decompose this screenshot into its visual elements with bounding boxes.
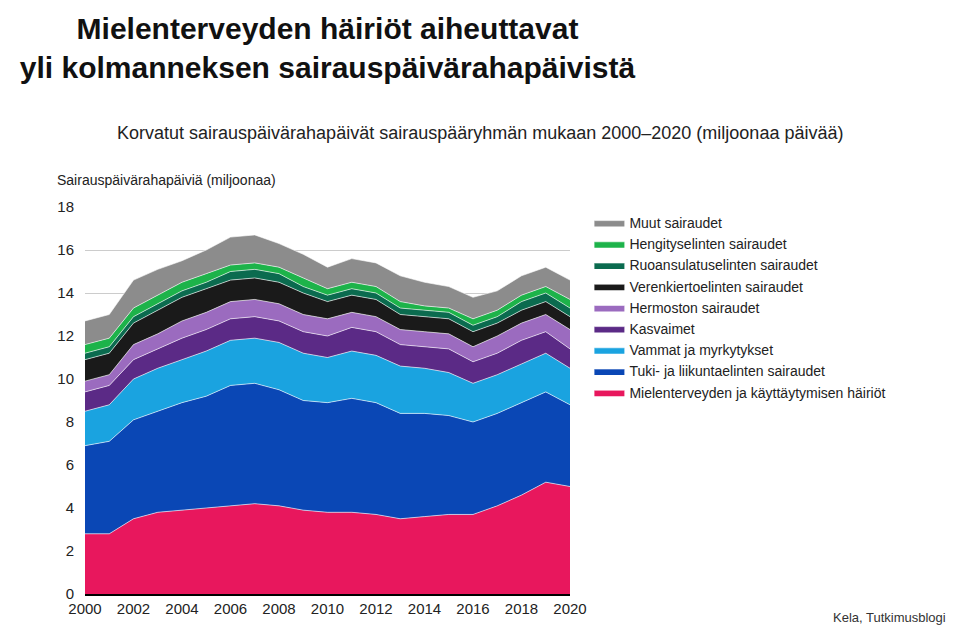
svg-text:Mielenterveyden häiriöt aiheut: Mielenterveyden häiriöt aiheuttavatyli k… (20, 12, 636, 84)
svg-text:2008: 2008 (262, 600, 295, 617)
svg-text:2010: 2010 (311, 600, 344, 617)
svg-text:Hengityselinten sairaudet: Hengityselinten sairaudet (629, 236, 786, 252)
svg-text:12: 12 (57, 327, 74, 344)
svg-text:Muut sairaudet: Muut sairaudet (629, 215, 722, 231)
svg-text:Sairauspäivärahapäiviä (miljoo: Sairauspäivärahapäiviä (miljoonaa) (57, 172, 276, 188)
svg-text:2018: 2018 (505, 600, 538, 617)
svg-text:4: 4 (66, 499, 74, 516)
svg-text:2014: 2014 (408, 600, 441, 617)
svg-text:2020: 2020 (553, 600, 586, 617)
svg-text:18: 18 (57, 198, 74, 215)
svg-text:2016: 2016 (456, 600, 489, 617)
svg-text:2006: 2006 (214, 600, 247, 617)
svg-text:10: 10 (57, 370, 74, 387)
svg-text:2000: 2000 (68, 600, 101, 617)
svg-text:Kasvaimet: Kasvaimet (629, 321, 694, 337)
svg-text:0: 0 (66, 585, 74, 602)
svg-text:2: 2 (66, 542, 74, 559)
svg-text:Tuki- ja liikuntaelinten saira: Tuki- ja liikuntaelinten sairaudet (629, 363, 825, 379)
svg-text:Kela, Tutkimusblogi: Kela, Tutkimusblogi (833, 610, 946, 625)
svg-text:16: 16 (57, 241, 74, 258)
svg-text:Mielenterveyden ja käyttäytymi: Mielenterveyden ja käyttäytymisen häiriö… (629, 385, 885, 401)
svg-text:Vammat ja myrkytykset: Vammat ja myrkytykset (629, 342, 773, 358)
svg-text:2002: 2002 (117, 600, 150, 617)
svg-text:Ruoansulatuselinten sairaudet: Ruoansulatuselinten sairaudet (629, 257, 817, 273)
svg-text:6: 6 (66, 456, 74, 473)
svg-text:Hermoston sairaudet: Hermoston sairaudet (629, 300, 759, 316)
svg-text:2004: 2004 (165, 600, 198, 617)
svg-text:Korvatut sairauspäivärahapäivä: Korvatut sairauspäivärahapäivät sairausp… (117, 123, 843, 143)
svg-text:8: 8 (66, 413, 74, 430)
svg-text:Verenkiertoelinten sairaudet: Verenkiertoelinten sairaudet (629, 279, 803, 295)
svg-text:14: 14 (57, 284, 74, 301)
svg-text:2012: 2012 (359, 600, 392, 617)
